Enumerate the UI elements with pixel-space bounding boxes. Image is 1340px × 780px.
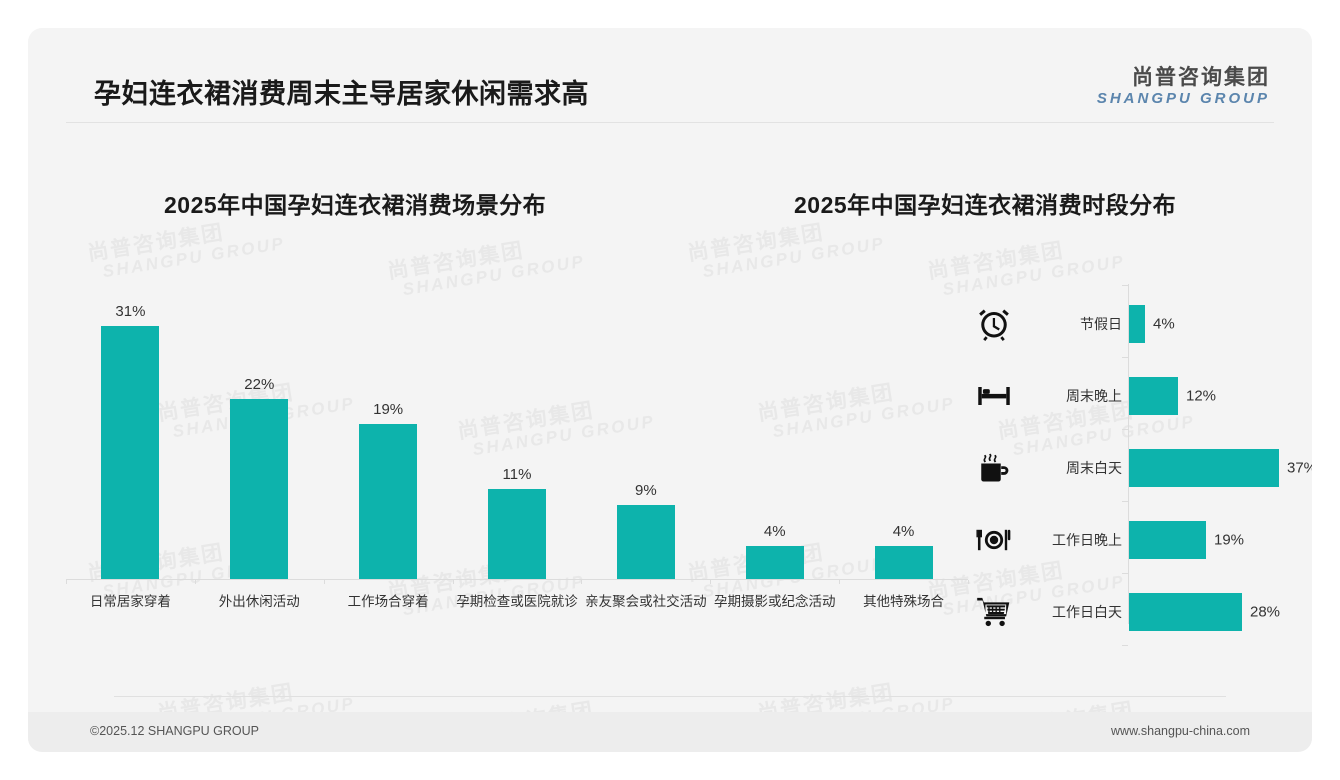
chart-title-right: 2025年中国孕妇连衣裙消费时段分布 [794, 192, 1177, 218]
bar-category-label: 周末白天 [1066, 460, 1122, 476]
x-axis-category-label: 外出休闲活动 [218, 594, 300, 609]
bar-horizontal[interactable] [1129, 521, 1206, 559]
bar-value-label: 4% [763, 523, 786, 540]
slide-canvas: 尚普咨询集团 SHANGPU GROUP 尚普咨询集团 SHANGPU GROUP 尚普… [28, 28, 1312, 752]
website-url[interactable]: www.shangpu-china.com [1111, 724, 1250, 738]
bar-value-label: 19% [1214, 531, 1245, 549]
bar-value-label: 4% [892, 523, 915, 540]
bar-column[interactable] [488, 489, 546, 579]
x-axis-tick [968, 580, 969, 584]
x-axis-tick [581, 580, 583, 584]
y-axis-line [1128, 284, 1129, 624]
x-axis-category-label: 孕期摄影或纪念活动 [713, 594, 836, 609]
bar-row: 工作日晚上 19% [958, 510, 1298, 570]
shopping-cart-icon [976, 594, 1012, 630]
column-plot-area: 31% 22% 19% 11% 9% 4% 4% [48, 268, 969, 584]
bar-value-label: 22% [244, 376, 275, 393]
bar-value-label: 31% [115, 303, 146, 320]
bar-horizontal[interactable] [1129, 305, 1145, 343]
footer-bar: ©2025.12 SHANGPU GROUP www.shangpu-china… [28, 712, 1312, 752]
x-axis-tick [66, 580, 67, 584]
y-axis-tick [1122, 645, 1128, 646]
x-axis-category-label: 工作场合穿着 [347, 594, 429, 609]
bar-category-label: 工作日晚上 [1052, 532, 1122, 548]
y-axis-tick [1122, 501, 1128, 502]
logo-chinese-text: 尚普咨询集团 [1132, 66, 1270, 89]
bar-row: 工作日白天 28% [958, 582, 1298, 642]
y-axis-tick [1122, 285, 1128, 286]
bar-category-label: 工作日白天 [1052, 604, 1122, 620]
coffee-mug-icon [976, 450, 1012, 486]
x-axis-tick [323, 580, 325, 584]
note-divider [114, 696, 1226, 697]
bed-icon [976, 378, 1012, 414]
brand-logo: 尚普咨询集团 SHANGPU GROUP [1097, 66, 1270, 108]
y-axis-tick [1122, 573, 1128, 574]
scenario-distribution-chart: 31% 22% 19% 11% 9% 4% 4% 日常居家穿着 外出休闲活动 工作场合穿着 孕期检… [48, 268, 969, 618]
bar-column[interactable] [874, 546, 933, 579]
x-axis-category-label: 其他特殊场合 [863, 594, 945, 609]
x-axis-tick [710, 580, 712, 584]
bar-value-label: 11% [502, 466, 532, 483]
header-divider [66, 122, 1274, 123]
x-axis-category-label: 孕期检查或医院就诊 [456, 594, 578, 609]
alarm-clock-icon [976, 306, 1012, 342]
time-period-distribution-chart: 节假日 4% 周末晚上 12% 周末白天 37% 工作日晚上 19% 工作日白天 28% [958, 278, 1312, 646]
bar-category-label: 周末晚上 [1066, 388, 1122, 404]
x-axis-tick [839, 580, 841, 584]
bar-value-label: 4% [1153, 315, 1175, 333]
bar-value-label: 37% [1287, 459, 1312, 477]
bar-column[interactable] [616, 505, 675, 579]
dinner-plate-icon [976, 522, 1012, 558]
x-axis-category-label: 亲友聚会或社交活动 [585, 594, 707, 609]
bar-value-label: 19% [373, 401, 404, 418]
bar-value-label: 12% [1186, 387, 1217, 405]
bar-row: 节假日 4% [958, 294, 1298, 354]
page-title: 孕妇连衣裙消费周末主导居家休闲需求高 [94, 79, 589, 109]
chart-title-left: 2025年中国孕妇连衣裙消费场景分布 [164, 192, 547, 218]
bar-column[interactable] [745, 546, 804, 579]
y-axis-tick [1122, 357, 1128, 358]
x-axis-tick [452, 580, 454, 584]
logo-english-text: SHANGPU GROUP [1096, 90, 1270, 108]
bar-value-label: 28% [1250, 603, 1281, 621]
bar-horizontal[interactable] [1129, 593, 1242, 631]
copyright-text: ©2025.12 SHANGPU GROUP [90, 724, 259, 738]
bar-value-label: 9% [635, 482, 657, 499]
bar-category-label: 节假日 [1080, 316, 1122, 332]
bar-column[interactable] [359, 424, 418, 579]
bar-column[interactable] [230, 399, 289, 579]
bar-column[interactable] [101, 326, 160, 579]
bar-row: 周末白天 37% [958, 438, 1312, 498]
x-axis-category-label: 日常居家穿着 [89, 594, 171, 609]
bar-row: 周末晚上 12% [958, 366, 1298, 426]
slide-header: 孕妇连衣裙消费周末主导居家休闲需求高 尚普咨询集团 SHANGPU GROUP [28, 28, 1312, 123]
x-axis-line [66, 579, 968, 580]
bar-horizontal[interactable] [1129, 377, 1178, 415]
bar-horizontal[interactable] [1129, 449, 1279, 487]
y-axis-tick [1122, 429, 1128, 430]
x-axis-tick [194, 580, 196, 584]
